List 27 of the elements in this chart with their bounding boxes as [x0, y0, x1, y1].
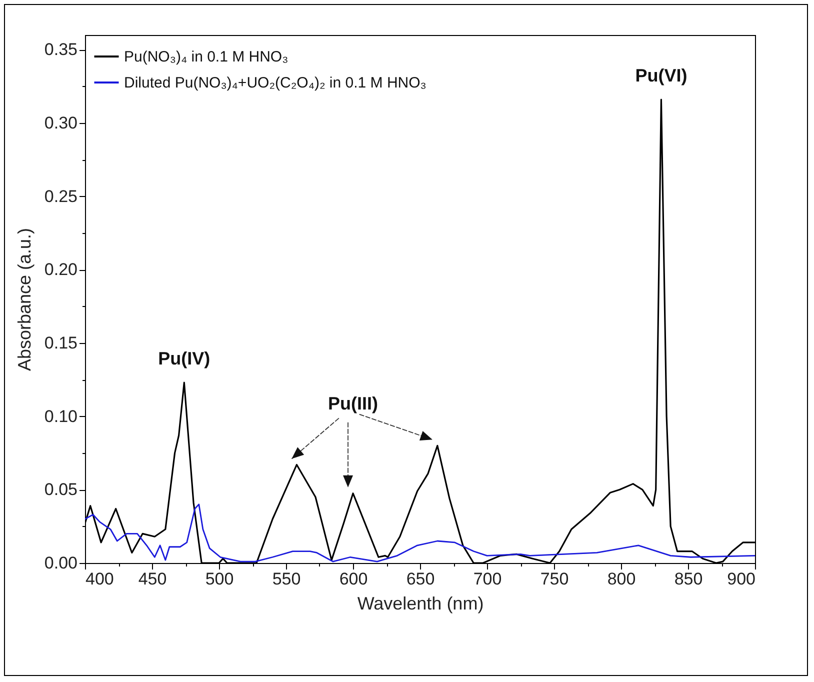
y-tick-label: 0.15 — [44, 334, 78, 352]
x-tick-label: 900 — [727, 570, 756, 588]
y-tick-label: 0.00 — [44, 554, 78, 572]
x-tick-label: 750 — [540, 570, 569, 588]
y-tick-label: 0.25 — [44, 186, 78, 206]
y-tick-label: 0.30 — [44, 114, 78, 132]
x-tick-label: 850 — [674, 570, 703, 588]
annotation: Pu(IV) — [158, 348, 210, 369]
y-axis-title: Absorbance (a.u.) — [14, 228, 34, 372]
x-tick-label: 650 — [406, 570, 435, 588]
x-tick-label: 550 — [272, 570, 301, 588]
x-axis-title: Wavelenth (nm) — [357, 594, 484, 614]
x-tick-label: 500 — [205, 570, 234, 588]
annotation: Pu(VI) — [635, 66, 688, 86]
legend-label: Diluted Pu(NO₃)₄+UO₂(C₂O₄)₂ in 0.1 M HNO₃ — [124, 74, 426, 92]
x-tick-label: 450 — [138, 570, 167, 588]
x-tick-label: 600 — [339, 570, 368, 588]
legend-label: Pu(NO₃)₄ in 0.1 M HNO₃ — [124, 48, 288, 66]
annotation: Pu(III) — [328, 393, 378, 414]
y-tick-label: 0.35 — [44, 40, 78, 60]
line-series — [85, 504, 755, 562]
y-tick-label: 0.05 — [44, 480, 78, 500]
y-tick-label: 0.10 — [44, 406, 78, 426]
x-tick-label: 800 — [607, 570, 636, 588]
x-tick-label: 700 — [473, 570, 502, 588]
x-tick-label: 400 — [86, 570, 114, 588]
y-tick-label: 0.20 — [44, 260, 78, 280]
